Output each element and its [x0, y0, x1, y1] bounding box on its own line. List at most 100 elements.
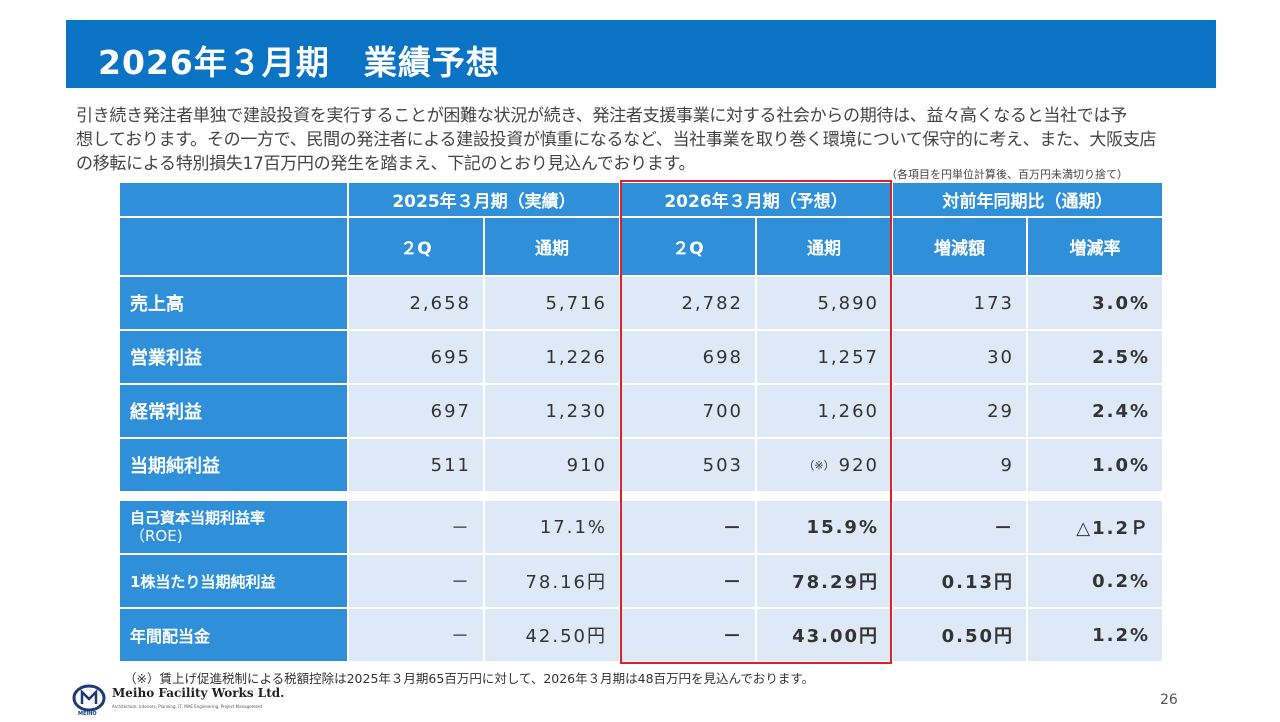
- table-cell: 78.16円: [485, 555, 619, 607]
- table-row: 年間配当金 － 42.50円 － 43.00円 0.50円 1.2%: [120, 609, 1162, 661]
- cell-text: 1.2%: [1092, 624, 1150, 646]
- row-label: 経常利益: [120, 385, 347, 437]
- table-cell: 1,260: [757, 385, 891, 437]
- row-label: 1株当たり当期純利益: [120, 555, 347, 607]
- table-cell: 3.0%: [1028, 277, 1162, 329]
- table-cell: 42.50円: [485, 609, 619, 661]
- table-cell: －: [349, 555, 483, 607]
- footnote: （※）賃上げ促進税制による税額控除は2025年３月期65百万円に対して、2026…: [124, 671, 815, 686]
- company-tagline: Architecture, Interiors, Planning, IT, M…: [112, 704, 263, 709]
- row-label: 売上高: [120, 277, 347, 329]
- table-cell: 697: [349, 385, 483, 437]
- table-cell: 2,658: [349, 277, 483, 329]
- row-label: 年間配当金: [120, 609, 347, 661]
- table-cell: 0.50円: [893, 609, 1026, 661]
- table-cell: 0.13円: [893, 555, 1026, 607]
- table-cell: 1,257: [757, 331, 891, 383]
- cell-text: 78.29円: [792, 572, 879, 593]
- table-row: 経常利益 697 1,230 700 1,260 29 2.4%: [120, 385, 1162, 437]
- group-header-yoy: 対前年同期比（通期）: [893, 183, 1162, 216]
- table-cell: 1.2%: [1028, 609, 1162, 661]
- table-cell: 2.5%: [1028, 331, 1162, 383]
- table-cell: 1,226: [485, 331, 619, 383]
- unit-note: （各項目を円単位計算後、百万円未満切り捨て）: [886, 168, 1128, 181]
- sub-header: 通期: [485, 218, 619, 275]
- company-name: Meiho Facility Works Ltd.: [112, 686, 285, 700]
- sub-header: 増減率: [1028, 218, 1162, 275]
- intro-line: 引き続き発注者単独で建設投資を実行することが困難な状況が続き、発注者支援事業に対…: [76, 106, 1127, 126]
- company-brand: MEIHO: [78, 711, 97, 717]
- row-label-line: （ROE): [130, 527, 183, 545]
- cell-text: 2.5%: [1092, 346, 1150, 368]
- cell-text: －: [723, 518, 743, 539]
- table-cell: －: [621, 609, 755, 661]
- table-cell: 695: [349, 331, 483, 383]
- table-cell: 173: [893, 277, 1026, 329]
- table-cell: 2.4%: [1028, 385, 1162, 437]
- table-cell: 698: [621, 331, 755, 383]
- table-cell: 2,782: [621, 277, 755, 329]
- table-cell: 78.29円: [757, 555, 891, 607]
- table-cell: －: [621, 555, 755, 607]
- table-cell: 1.0%: [1028, 439, 1162, 491]
- table-cell: 17.1%: [485, 501, 619, 553]
- table-cell: 29: [893, 385, 1026, 437]
- table-cell: －: [349, 609, 483, 661]
- sub-header: ２Q: [621, 218, 755, 275]
- intro-text: 引き続き発注者単独で建設投資を実行することが困難な状況が続き、発注者支援事業に対…: [76, 104, 1216, 176]
- table-cell: 0.2%: [1028, 555, 1162, 607]
- table-cell: 30: [893, 331, 1026, 383]
- cell-text: 15.9%: [806, 516, 879, 538]
- page-number: 26: [1160, 692, 1178, 708]
- company-logo: Meiho Facility Works Ltd. Architecture, …: [72, 682, 284, 718]
- table-cell: 511: [349, 439, 483, 491]
- intro-line: 想しております。その一方で、民間の発注者による建設投資が慎重になるなど、当社事業…: [76, 130, 1157, 150]
- group-header-fy2025: 2025年３月期（実績）: [349, 183, 619, 216]
- cell-text: △1.2Ｐ: [1076, 518, 1150, 539]
- sub-header: ２Q: [349, 218, 483, 275]
- page-title: 2026年３月期 業績予想: [98, 43, 500, 82]
- group-header-fy2026: 2026年３月期（予想）: [621, 183, 891, 216]
- table-cell: 700: [621, 385, 755, 437]
- row-label-line: 自己資本当期利益率: [130, 509, 266, 527]
- cell-text: 1.0%: [1092, 454, 1150, 476]
- sub-header: 通期: [757, 218, 891, 275]
- table-cell: （※） 920: [757, 439, 891, 491]
- table-row: 1株当たり当期純利益 － 78.16円 － 78.29円 0.13円 0.2%: [120, 555, 1162, 607]
- table-label-header: [120, 218, 347, 275]
- table-cell: 5,716: [485, 277, 619, 329]
- cell-text: －: [994, 518, 1014, 539]
- cell-text: 0.50円: [941, 626, 1014, 647]
- cell-text: 2.4%: [1092, 400, 1150, 422]
- table-row: 売上高 2,658 5,716 2,782 5,890 173 3.0%: [120, 277, 1162, 329]
- table-group-header-row: 2025年３月期（実績） 2026年３月期（予想） 対前年同期比（通期）: [120, 183, 1162, 216]
- table-cell: －: [621, 501, 755, 553]
- table-cell: 1,230: [485, 385, 619, 437]
- sub-header: 増減額: [893, 218, 1026, 275]
- table-sub-header-row: ２Q 通期 ２Q 通期 増減額 増減率: [120, 218, 1162, 275]
- cell-text: －: [723, 626, 743, 647]
- table-cell: 503: [621, 439, 755, 491]
- row-label: 当期純利益: [120, 439, 347, 491]
- table-cell: △1.2Ｐ: [1028, 501, 1162, 553]
- table-cell: －: [349, 501, 483, 553]
- row-label: 営業利益: [120, 331, 347, 383]
- row-label: 自己資本当期利益率 （ROE): [120, 501, 347, 553]
- table-cell: 910: [485, 439, 619, 491]
- table-cell: 9: [893, 439, 1026, 491]
- meiho-logo-icon: [72, 684, 106, 712]
- table-corner-cell: [120, 183, 347, 216]
- cell-text: 43.00円: [792, 626, 879, 647]
- table-cell: 5,890: [757, 277, 891, 329]
- cell-text: 3.0%: [1092, 292, 1150, 314]
- table-cell: －: [893, 501, 1026, 553]
- intro-line: の移転による特別損失17百万円の発生を踏まえ、下記のとおり見込んでおります。: [76, 154, 696, 174]
- table-row: 当期純利益 511 910 503 （※） 920 9 1.0%: [120, 439, 1162, 491]
- cell-text: －: [723, 572, 743, 593]
- cell-text: 920: [838, 454, 879, 476]
- cell-text: 0.2%: [1092, 570, 1150, 592]
- note-marker: （※）: [803, 459, 835, 472]
- table-cell: 43.00円: [757, 609, 891, 661]
- cell-text: 0.13円: [941, 572, 1014, 593]
- title-bar: 2026年３月期 業績予想: [66, 20, 1216, 88]
